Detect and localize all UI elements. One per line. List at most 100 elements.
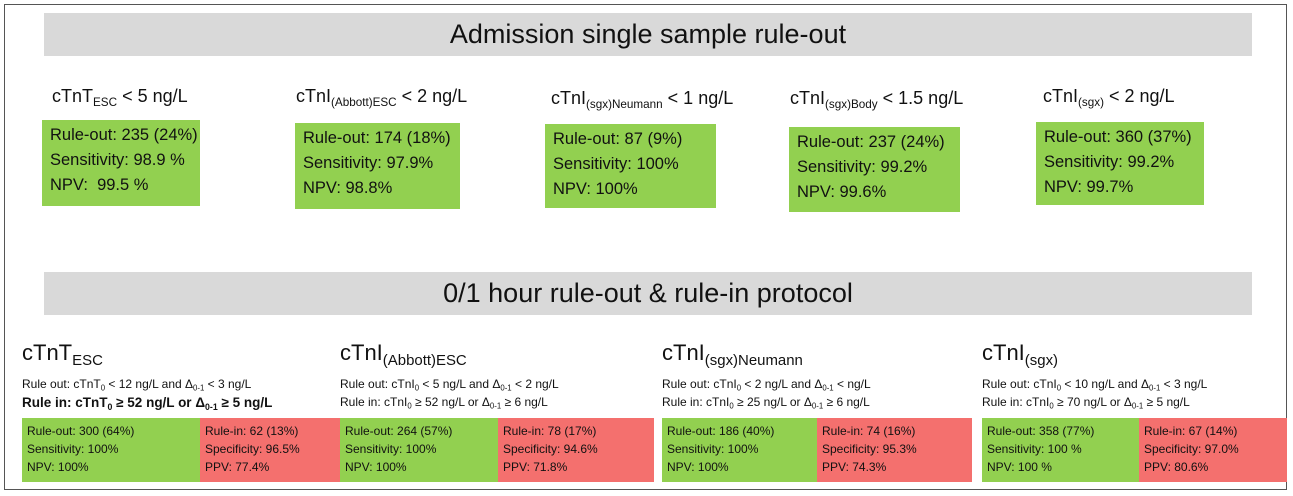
- subscript: (Abbott)ESC: [331, 96, 397, 110]
- stat-line: Rule-out: 358 (77%): [987, 424, 1095, 438]
- stat-line: Sensitivity: 99.2%: [797, 158, 928, 176]
- rule-in-box: Rule-in: 74 (16%) Specificity: 95.3% PPV: …: [817, 418, 972, 482]
- subscript: 0: [407, 401, 412, 411]
- subscript: 0: [1056, 383, 1062, 393]
- rule-out-criteria: Rule out: cTnT0 < 12 ng/L and Δ0-1 < 3 n…: [22, 377, 252, 393]
- assay-heading: cTnI(sgx)Neumann: [662, 340, 803, 368]
- assay-heading: cTnI(Abbott)ESC: [340, 340, 467, 370]
- stat-line: Rule-out: 87 (9%): [553, 130, 683, 148]
- stat-line: PPV: 80.6%: [1144, 460, 1209, 474]
- stat-line: Rule-out: 235 (24%): [50, 126, 198, 144]
- stat-line: PPV: 71.8%: [503, 460, 568, 474]
- text: ≥ 25 ng/L or Δ: [733, 395, 812, 409]
- result-box: Rule-out: 360 (37%) Sensitivity: 99.2% NPV…: [1036, 122, 1204, 205]
- text: < 3 ng/L: [1160, 377, 1208, 391]
- text: Rule in: cTnI: [982, 395, 1050, 409]
- rule-out-box: Rule-out: 358 (77%) Sensitivity: 100 % NPV…: [982, 418, 1139, 482]
- subscript: ESC: [93, 96, 118, 110]
- text: Rule out: cTnI: [340, 377, 415, 391]
- text: ≥ 52 ng/L or Δ: [112, 395, 206, 410]
- subscript: 0-1: [811, 401, 824, 411]
- text: cTnI: [551, 88, 587, 108]
- text: Rule out: cTnI: [662, 377, 737, 391]
- rule-in-criteria: Rule in: cTnI0 ≥ 70 ng/L or Δ0-1 ≥ 5 ng/…: [982, 395, 1190, 411]
- text: cTnI: [1043, 86, 1079, 106]
- subscript: (sgx)Neumann: [586, 98, 663, 112]
- text: cTnT: [22, 340, 73, 365]
- subscript: 0: [107, 402, 113, 413]
- subscript: (sgx): [1078, 96, 1104, 110]
- subscript: 0: [414, 383, 420, 393]
- stat-line: Rule-out: 264 (57%): [345, 424, 453, 438]
- result-box: Rule-out: 237 (24%) Sensitivity: 99.2% NPV…: [789, 127, 960, 212]
- stat-line: Rule-in: 67 (14%): [1144, 424, 1238, 438]
- stat-line: Specificity: 97.0%: [1144, 442, 1239, 456]
- text: < 3 ng/L: [204, 377, 252, 391]
- subscript: 0-1: [500, 383, 512, 393]
- text: cTnI: [296, 86, 332, 106]
- subscript: 0: [736, 383, 742, 393]
- stat-line: NPV: 99.7%: [1044, 178, 1134, 196]
- threshold-label: cTnI(sgx)Neumann < 1 ng/L: [551, 88, 734, 112]
- subscript: (sgx): [1024, 352, 1059, 370]
- stat-line: Specificity: 96.5%: [205, 442, 300, 456]
- threshold-label: cTnI(Abbott)ESC < 2 ng/L: [296, 86, 468, 110]
- rule-out-box: Rule-out: 300 (64%) Sensitivity: 100% NPV:…: [22, 418, 200, 482]
- text: ≥ 70 ng/L or Δ: [1053, 395, 1132, 409]
- text: < 10 ng/L and Δ: [1061, 377, 1150, 391]
- text: cTnI: [790, 88, 826, 108]
- subscript: 0: [1049, 401, 1054, 411]
- text: < 2 ng/L: [396, 86, 468, 106]
- text: cTnI: [982, 340, 1025, 365]
- stat-line: NPV: 99.6%: [797, 183, 887, 201]
- text: Rule in: cTnI: [340, 395, 408, 409]
- rule-in-criteria: Rule in: cTnT0 ≥ 52 ng/L or Δ0-1 ≥ 5 ng/…: [22, 395, 273, 413]
- rule-out-box: Rule-out: 186 (40%) Sensitivity: 100% NPV:…: [662, 418, 817, 482]
- stat-line: PPV: 77.4%: [205, 460, 270, 474]
- text: < ng/L: [833, 377, 871, 391]
- text: < 1.5 ng/L: [877, 88, 964, 108]
- subscript: 0: [100, 383, 106, 393]
- stat-line: Sensitivity: 100 %: [987, 442, 1082, 456]
- rule-in-box: Rule-in: 62 (13%) Specificity: 96.5% PPV: …: [200, 418, 353, 482]
- result-box: Rule-out: 174 (18%) Sensitivity: 97.9% NPV…: [295, 123, 460, 209]
- text: ≥ 52 ng/L or Δ: [411, 395, 490, 409]
- result-box: Rule-out: 235 (24%) Sensitivity: 98.9 % NP…: [42, 120, 200, 206]
- result-box: Rule-out: 87 (9%) Sensitivity: 100% NPV: 1…: [545, 124, 716, 208]
- assay-heading: cTnTESC: [22, 340, 103, 368]
- stat-line: Sensitivity: 98.9 %: [50, 151, 185, 169]
- stat-line: Rule-out: 237 (24%): [797, 133, 945, 151]
- text: Rule out: cTnI: [982, 377, 1057, 391]
- rule-out-criteria: Rule out: cTnI0 < 5 ng/L and Δ0-1 < 2 ng…: [340, 377, 559, 393]
- stat-line: Rule-in: 78 (17%): [503, 424, 597, 438]
- rule-out-criteria: Rule out: cTnI0 < 10 ng/L and Δ0-1 < 3 n…: [982, 377, 1208, 393]
- subscript: (sgx)Body: [825, 98, 878, 112]
- threshold-label: cTnI(sgx) < 2 ng/L: [1043, 86, 1175, 110]
- stat-line: NPV: 100 %: [987, 460, 1052, 474]
- stat-line: Sensitivity: 100%: [27, 442, 119, 456]
- subscript: 0-1: [1149, 383, 1161, 393]
- text: < 2 ng/L: [511, 377, 559, 391]
- rule-in-criteria: Rule in: cTnI0 ≥ 25 ng/L or Δ0-1 ≥ 6 ng/…: [662, 395, 870, 411]
- section-title: Admission single sample rule-out: [44, 13, 1252, 56]
- stat-line: Sensitivity: 99.2%: [1044, 153, 1175, 171]
- stat-line: NPV: 100%: [345, 460, 407, 474]
- rule-in-criteria: Rule in: cTnI0 ≥ 52 ng/L or Δ0-1 ≥ 6 ng/…: [340, 395, 548, 411]
- subscript: 0: [729, 401, 734, 411]
- text: Rule in: cTnT: [22, 395, 108, 410]
- text: < 1 ng/L: [662, 88, 734, 108]
- stat-line: Sensitivity: 100%: [553, 155, 679, 173]
- stat-line: NPV: 99.5 %: [50, 176, 149, 194]
- stat-line: NPV: 100%: [667, 460, 729, 474]
- subscript: (Abbott)ESC: [382, 352, 467, 370]
- text: < 5 ng/L: [117, 86, 188, 106]
- stat-line: NPV: 100%: [27, 460, 89, 474]
- text: ≥ 5 ng/L: [217, 395, 273, 410]
- subscript: 0-1: [822, 383, 834, 393]
- text: cTnI: [662, 340, 705, 365]
- stat-line: Specificity: 95.3%: [822, 442, 917, 456]
- stat-line: Sensitivity: 100%: [345, 442, 437, 456]
- text: < 2 ng/L and Δ: [741, 377, 823, 391]
- subscript: 0-1: [193, 383, 205, 393]
